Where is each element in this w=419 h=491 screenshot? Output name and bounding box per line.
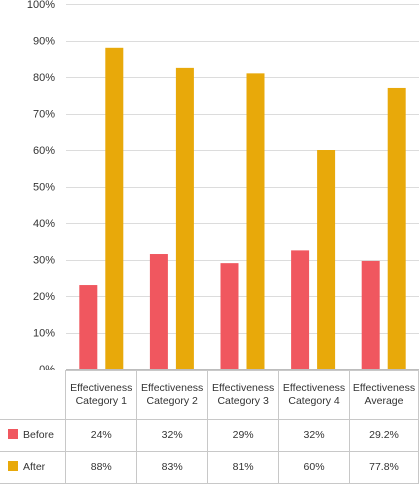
y-tick-label: 20% xyxy=(33,291,55,303)
category-header: Effectiveness Category 1 xyxy=(65,370,138,420)
bar-after xyxy=(105,47,124,370)
category-header: Effectiveness Category 2 xyxy=(136,370,209,420)
legend-swatch-after xyxy=(8,461,18,471)
table-corner xyxy=(0,370,67,420)
data-cell: 29% xyxy=(207,419,280,452)
table-header-row: Effectiveness Category 1 Effectiveness Cat… xyxy=(0,370,419,420)
category-header: Effectiveness Average xyxy=(349,370,419,420)
data-cell: 32% xyxy=(278,419,351,452)
y-tick-label: 0% xyxy=(39,364,55,370)
data-cell: 29.2% xyxy=(349,419,419,452)
category-header: Effectiveness Category 3 xyxy=(207,370,280,420)
y-tick-label: 100% xyxy=(27,0,55,11)
data-table: Effectiveness Category 1 Effectiveness Cat… xyxy=(0,370,419,484)
y-tick-label: 70% xyxy=(33,109,55,121)
legend-swatch-before xyxy=(8,429,18,439)
bar-after xyxy=(175,67,194,369)
bar-before xyxy=(79,285,98,369)
data-cell: 60% xyxy=(278,451,351,484)
data-cell: 77.8% xyxy=(349,451,419,484)
table-row-before: Before 24% 32% 29% 32% 29.2% xyxy=(0,419,419,452)
bar-before xyxy=(220,263,239,369)
data-cell: 88% xyxy=(65,451,138,484)
data-cell: 32% xyxy=(136,419,209,452)
bar-before xyxy=(149,254,168,369)
legend-entry-after: After xyxy=(0,451,67,484)
y-tick-label: 80% xyxy=(33,72,55,84)
category-header: Effectiveness Category 4 xyxy=(278,370,351,420)
data-cell: 81% xyxy=(207,451,280,484)
bar-after xyxy=(317,150,336,369)
y-tick-label: 90% xyxy=(33,36,55,48)
data-cell: 83% xyxy=(136,451,209,484)
y-tick-label: 10% xyxy=(33,328,55,340)
y-tick-label: 60% xyxy=(33,145,55,157)
bar-after xyxy=(387,87,406,369)
y-tick-label: 50% xyxy=(33,182,55,194)
bar-before xyxy=(361,260,380,369)
y-tick-label: 40% xyxy=(33,218,55,230)
data-cell: 24% xyxy=(65,419,138,452)
y-tick-label: 30% xyxy=(33,255,55,267)
bar-chart: 0% 10% 20% 30% 40% 50% 60% 70% 80% 90% 100% xyxy=(27,0,419,370)
table-row-after: After 88% 83% 81% 60% 77.8% xyxy=(0,451,419,484)
legend-entry-before: Before xyxy=(0,419,67,452)
bar-before xyxy=(291,250,310,369)
bar-after xyxy=(246,73,265,369)
